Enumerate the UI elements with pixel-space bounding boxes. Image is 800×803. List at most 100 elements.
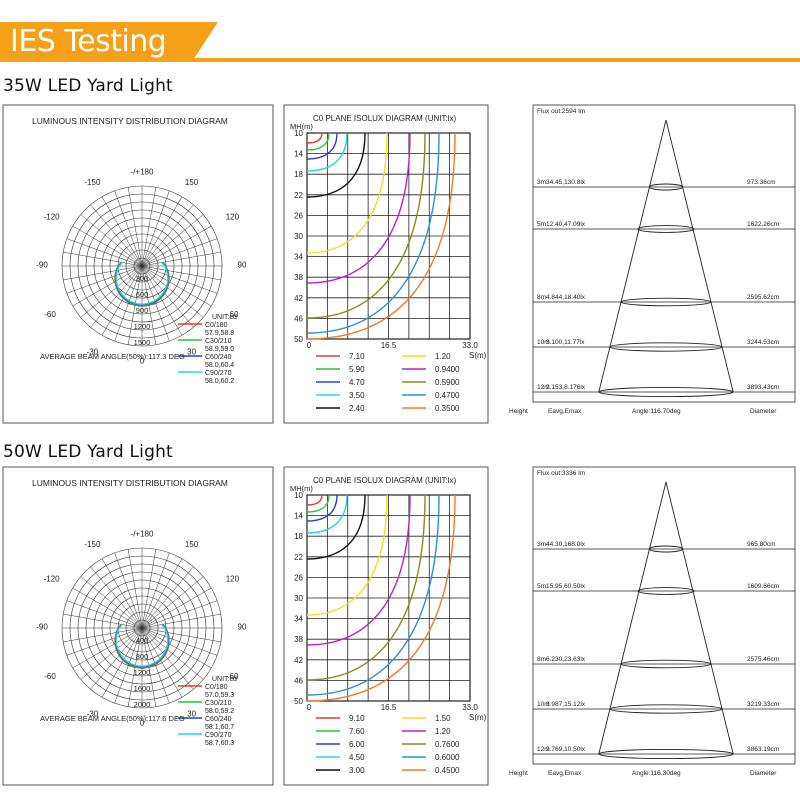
isolux-ytick: 14 (294, 512, 303, 521)
polar-spoke (141, 265, 170, 342)
cone-row-height: 12m (537, 384, 550, 391)
cone-row-diameter: 973.36cm (747, 179, 776, 186)
isolux-xtick: 16.5 (381, 341, 397, 350)
polar-spoke (66, 600, 143, 629)
isolux-ytick: 30 (294, 594, 303, 603)
polar-angle-label: 60 (230, 310, 239, 319)
polar-radial-label: 1200 (134, 668, 151, 677)
isolux-ytick: 50 (294, 335, 303, 344)
isolux-legend-label: 0.5900 (435, 378, 460, 387)
polar-radial-label: 600 (136, 290, 149, 299)
isolux-contour (306, 494, 426, 681)
polar-spoke (90, 566, 143, 629)
polar-spoke (141, 265, 218, 294)
cone-edge-left (598, 481, 667, 755)
isolux-contour (306, 494, 366, 560)
polar-grid (61, 185, 223, 347)
polar-title: LUMINOUS INTENSITY DISTRIBUTION DIAGRAM (32, 116, 228, 126)
polar-spoke (114, 190, 143, 267)
polar-spoke (141, 627, 212, 669)
polar-spoke (141, 204, 194, 267)
polar-angle-label: 0 (140, 718, 145, 727)
polar-unit-label: UNIT:cd (212, 676, 237, 683)
polar-spoke (141, 225, 212, 267)
cone-row-diameter: 1622.26cm (747, 221, 779, 228)
polar-spoke (141, 627, 221, 643)
section-35w-charts: LUMINOUS INTENSITY DISTRIBUTION DIAGRAM -… (2, 104, 796, 424)
polar-spoke (101, 558, 143, 629)
polar-spoke (72, 225, 143, 267)
polar-angle-label: -60 (44, 672, 56, 681)
polar-curve (115, 623, 169, 667)
cone-row-height: 12m (537, 746, 550, 753)
isolux-contour (306, 132, 366, 198)
polar-spoke (80, 627, 143, 680)
cone-row-eavg: 3.987,15.12lx (546, 701, 586, 708)
cone-footer-angle: Angle:116.30deg (632, 770, 681, 777)
polar-frame (2, 104, 274, 424)
polar-angle-label: -120 (44, 574, 61, 583)
polar-legend-values: 58.1,60.7 (205, 724, 234, 731)
polar-legend-name: C30/210 (205, 700, 232, 707)
isolux-legend-label: 0.7600 (435, 740, 460, 749)
cone-footer-eavg: Eavg,Emax (548, 408, 582, 415)
polar-angle-label: 90 (238, 622, 247, 631)
polar-spoke (90, 265, 143, 328)
cone-row-eavg: 34.45,130.8lx (546, 179, 586, 186)
polar-spoke (90, 204, 143, 267)
polar-radial-label: 1500 (134, 338, 151, 347)
polar-angle-label: -30 (87, 348, 99, 357)
polar-radial-label: 400 (136, 636, 149, 645)
isolux-contour (306, 494, 348, 534)
polar-spoke (141, 587, 212, 629)
polar-angle-label: 30 (187, 348, 196, 357)
isolux-legend-label: 9.10 (349, 714, 365, 723)
cone-footer-eavg: Eavg,Emax (548, 770, 582, 777)
polar-spoke (141, 552, 170, 629)
polar-spoke (72, 587, 143, 629)
polar-spoke (141, 627, 183, 698)
polar-spoke (141, 627, 204, 680)
polar-title: LUMINOUS INTENSITY DISTRIBUTION DIAGRAM (32, 478, 228, 488)
isolux-ytick: 46 (294, 314, 303, 323)
polar-spoke (66, 238, 143, 267)
polar-spoke (141, 190, 170, 267)
isolux-ytick: 26 (294, 573, 303, 582)
polar-spoke (141, 214, 204, 267)
polar-legend-name: C90/270 (205, 370, 232, 377)
polar-spoke (80, 265, 143, 318)
polar-curve (115, 261, 169, 305)
cone-row-height: 3m (537, 541, 546, 548)
isolux-contour (306, 494, 330, 513)
polar-legend-values: 58.0,59.2 (205, 708, 234, 715)
isolux-ytick: 18 (294, 170, 303, 179)
polar-spoke (66, 627, 143, 656)
polar-radial-label: 800 (136, 652, 149, 661)
polar-spoke (141, 265, 204, 318)
cone-edge-left (598, 119, 667, 393)
isolux-ylabel: MH(m) (290, 122, 313, 131)
isolux-xtick: 0 (307, 703, 312, 712)
isolux-ytick: 42 (294, 656, 303, 665)
cone-ellipse (637, 225, 695, 233)
polar-legend-values: 58.9,59.0 (205, 346, 234, 353)
cone-row-eavg: 2.153,8.176lx (546, 384, 586, 391)
polar-spoke (141, 265, 183, 336)
isolux-ytick: 22 (294, 553, 303, 562)
isolux-ytick: 38 (294, 635, 303, 644)
header-underline (0, 58, 800, 62)
polar-radial-label: 300 (136, 274, 149, 283)
polar-spoke (63, 265, 143, 281)
polar-angle-label: -150 (84, 540, 101, 549)
isolux-title: C0 PLANE ISOLUX DIAGRAM (UNIT:lx) (313, 114, 456, 123)
isolux-contour (306, 494, 456, 702)
polar-spoke (80, 214, 143, 267)
isolux-contour (306, 494, 388, 616)
cone-row-diameter: 3219.33cm (747, 701, 779, 708)
cone-row-eavg: 15.95,60.50lx (546, 583, 586, 590)
polar-spoke (141, 600, 218, 629)
isolux-ytick: 22 (294, 191, 303, 200)
cone-edge-right (665, 481, 734, 755)
polar-spoke (141, 566, 194, 629)
polar-legend-values: 57.0,59.3 (205, 692, 234, 699)
